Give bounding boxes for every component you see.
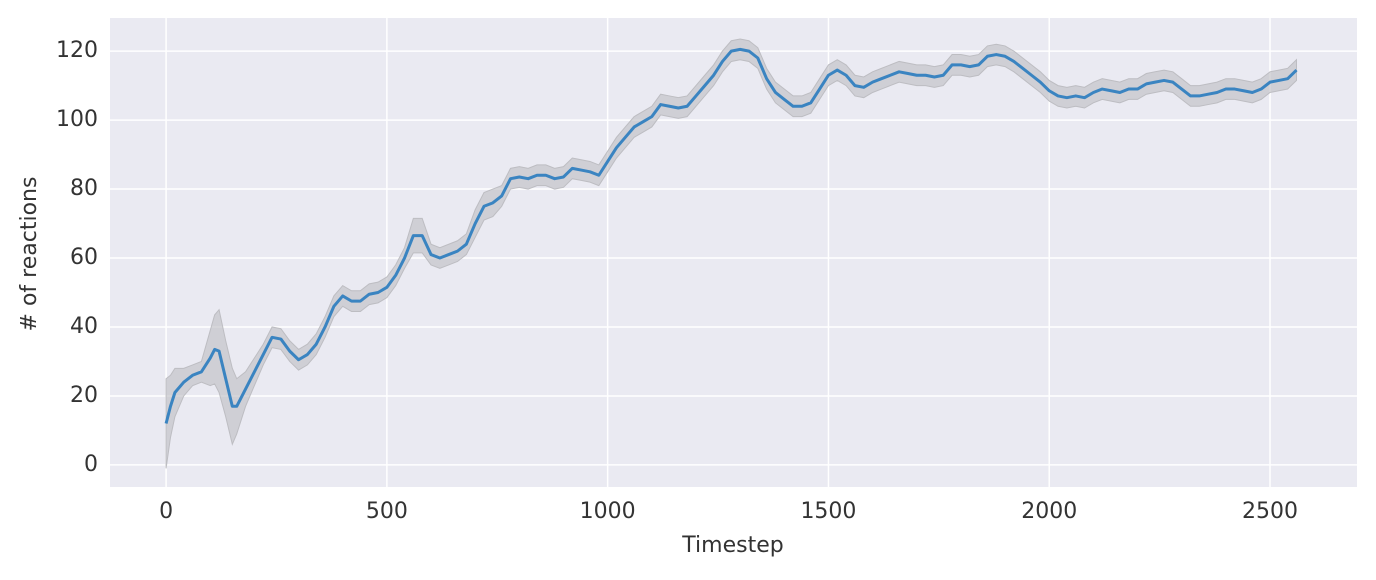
x-tick-label: 1000	[580, 499, 636, 524]
x-tick-label: 2000	[1021, 499, 1077, 524]
y-tick-label: 80	[70, 176, 98, 201]
plot-background	[110, 18, 1357, 487]
y-tick-label: 120	[56, 38, 98, 63]
x-tick-label: 1500	[800, 499, 856, 524]
y-tick-label: 20	[70, 383, 98, 408]
y-tick-label: 40	[70, 314, 98, 339]
confidence-band	[165, 38, 1297, 469]
y-axis-label: # of reactions	[17, 177, 42, 332]
line	[164, 47, 1298, 424]
x-tick-label: 0	[159, 499, 173, 524]
y-tick-label: 100	[56, 107, 98, 132]
x-tick-label: 2500	[1242, 499, 1298, 524]
y-tick-label: 60	[70, 245, 98, 270]
x-tick-label: 500	[366, 499, 408, 524]
y-tick-label: 0	[84, 452, 98, 477]
x-axis-label: Timestep	[681, 533, 783, 558]
